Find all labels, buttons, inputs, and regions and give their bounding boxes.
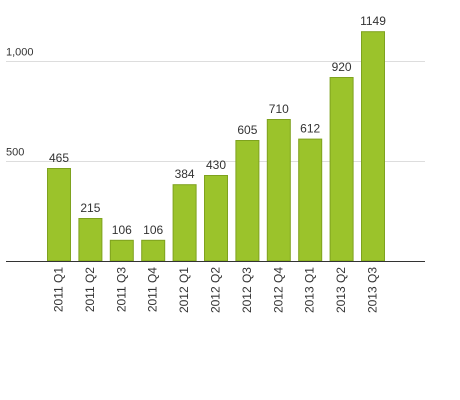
bar	[266, 119, 291, 262]
bar	[78, 218, 103, 262]
gridlines	[6, 61, 425, 162]
y-tick-label: 500	[6, 147, 24, 159]
data-label: 710	[269, 102, 289, 116]
data-label: 430	[206, 158, 226, 172]
data-label: 605	[237, 123, 257, 137]
y-tick-label: 1,000	[6, 47, 34, 59]
bar	[141, 239, 166, 262]
x-tick-label: 2012 Q1	[177, 267, 191, 313]
x-tick-label: 2011 Q3	[114, 267, 128, 312]
data-label: 920	[332, 60, 352, 74]
y-axis-tick-labels: 500 1,000	[6, 47, 34, 159]
bar	[298, 138, 323, 262]
data-label: 465	[49, 151, 69, 165]
x-tick-label: 2012 Q4	[271, 267, 285, 313]
bar	[204, 175, 228, 262]
bar	[361, 31, 385, 262]
x-tick-label: 2011 Q2	[83, 267, 97, 312]
data-label: 106	[143, 223, 163, 237]
data-label: 215	[80, 201, 100, 215]
data-label: 106	[112, 223, 132, 237]
x-tick-label: 2011 Q4	[146, 267, 160, 312]
data-label: 1149	[360, 14, 386, 28]
bar	[172, 184, 197, 262]
data-labels: 465 215 106 106 384 430 605 710 612 920 1149	[49, 14, 386, 237]
x-axis-category-labels: 2011 Q1 2011 Q2 2011 Q3 2011 Q4 2012 Q1 2012 …	[52, 267, 380, 313]
data-label: 612	[300, 122, 320, 136]
x-tick-label: 2013 Q2	[334, 267, 348, 313]
bar	[109, 239, 134, 262]
bar	[235, 140, 260, 262]
bar	[47, 168, 71, 262]
x-tick-label: 2012 Q2	[209, 267, 223, 313]
data-label: 384	[175, 167, 195, 181]
bar	[329, 77, 354, 262]
x-tick-label: 2013 Q3	[366, 267, 380, 313]
x-tick-label: 2012 Q3	[240, 267, 254, 313]
x-tick-label: 2013 Q1	[303, 267, 317, 313]
x-tick-label: 2011 Q1	[52, 267, 66, 312]
